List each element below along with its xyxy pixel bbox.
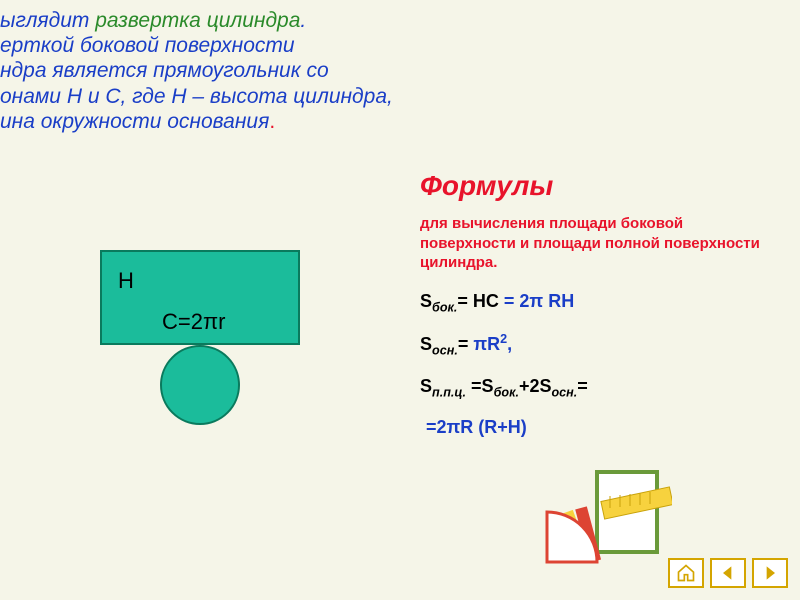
intro-l1a: ыглядит — [0, 9, 95, 32]
nav-controls — [668, 558, 788, 588]
circumference-label: С=2πr — [162, 309, 225, 335]
formulas-heading: Формулы — [420, 170, 780, 202]
intro-l3: ндра является прямоугольник со — [0, 58, 800, 83]
formula-lateral: Sбок.= НС = 2π RН — [420, 291, 780, 315]
formulas-subtitle: для вычисления площади боковой поверхнос… — [420, 214, 780, 273]
formulas-block: Формулы для вычисления площади боковой п… — [420, 170, 780, 456]
prev-button[interactable] — [710, 558, 746, 588]
next-button[interactable] — [752, 558, 788, 588]
net-rectangle: Н С=2πr — [100, 250, 300, 345]
prev-icon — [718, 563, 738, 583]
cylinder-net-diagram: Н С=2πr — [100, 250, 300, 345]
formula-total-2: =2πR (R+Н) — [420, 417, 780, 438]
formula-base: Sосн.= πR2, — [420, 332, 780, 358]
home-icon — [676, 563, 696, 583]
net-base-circle — [160, 345, 240, 425]
height-label: Н — [118, 268, 134, 294]
intro-l2: ерткой боковой поверхности — [0, 33, 800, 58]
intro-l1b: развертка цилиндра — [95, 9, 300, 32]
home-button[interactable] — [668, 558, 704, 588]
intro-l4: онами Н и С, где Н – высота цилиндра, — [0, 84, 800, 109]
next-icon — [760, 563, 780, 583]
formula-total-1: Sп.п.ц. =Sбок.+2Sосн.= — [420, 376, 780, 400]
intro-text: ыглядит развертка цилиндра. ерткой боков… — [0, 0, 800, 134]
intro-dot: . — [269, 110, 275, 133]
tools-illustration — [542, 462, 672, 572]
intro-l5: ина окружности основания — [0, 110, 269, 133]
